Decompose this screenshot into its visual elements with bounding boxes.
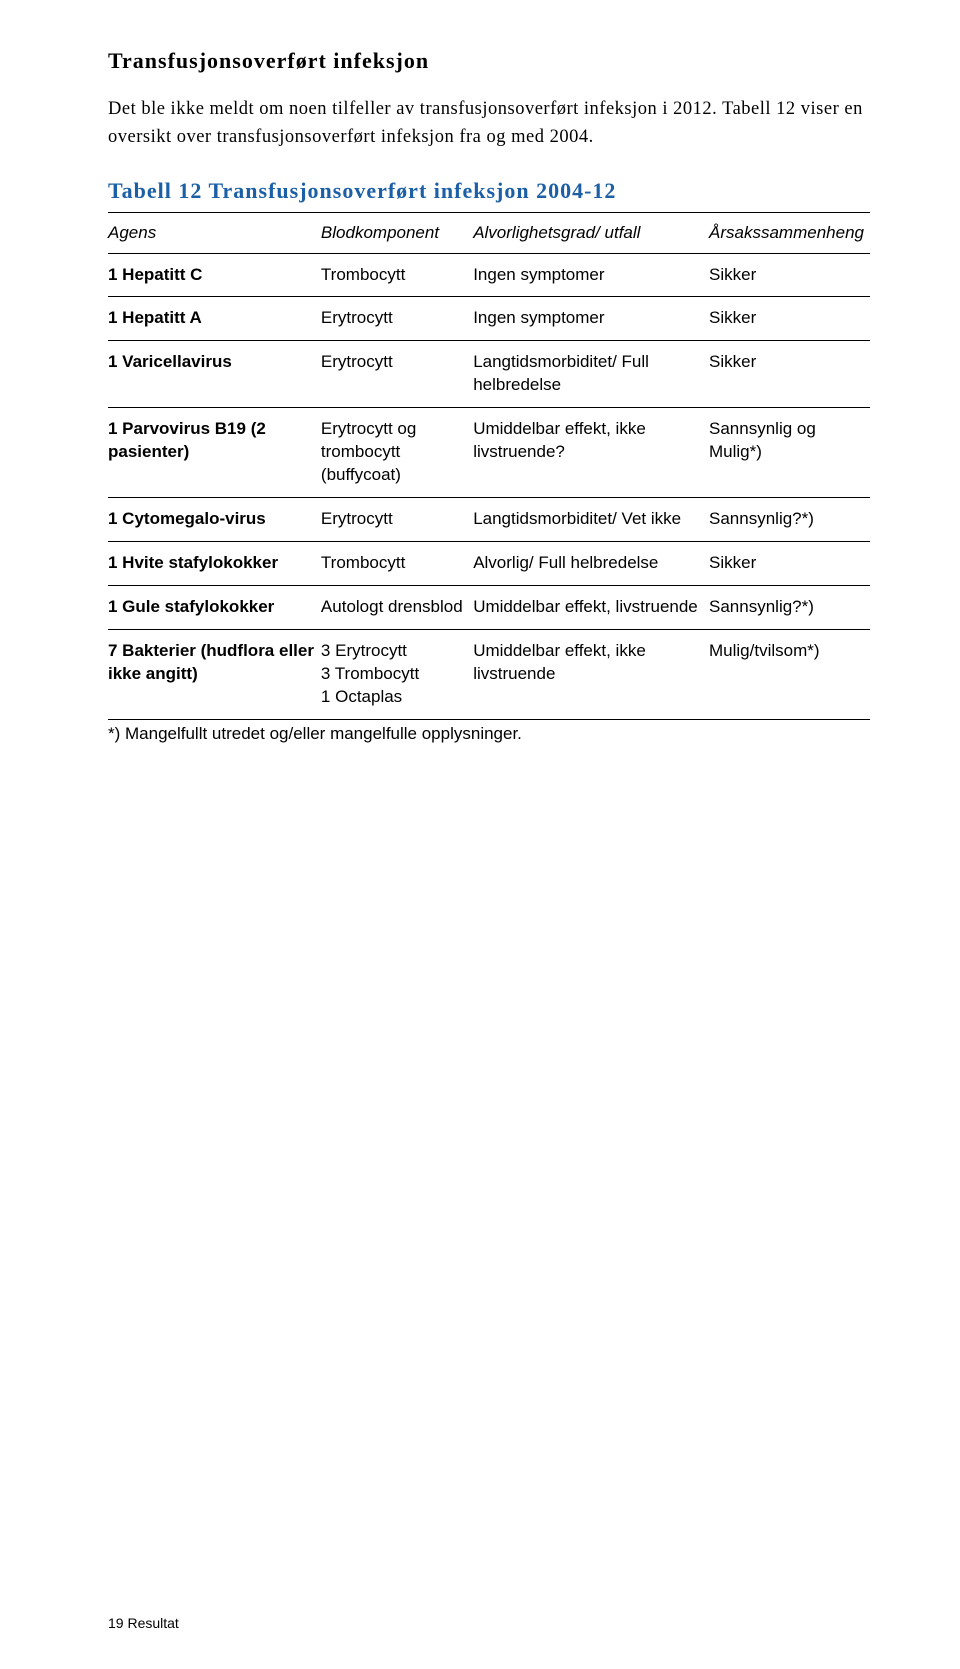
cell-blod: Erytrocytt — [321, 498, 473, 542]
section-heading: Transfusjonsoverført infeksjon — [108, 48, 870, 74]
table-row: 1 Gule stafylokokker Autologt drensblod … — [108, 585, 870, 629]
cell-arsak: Sannsynlig?*) — [709, 498, 870, 542]
cell-blod: Autologt drensblod — [321, 585, 473, 629]
cell-agens: 1 Varicellavirus — [108, 341, 321, 408]
cell-utfall: Ingen symptomer — [473, 253, 709, 297]
cell-agens: 1 Hvite stafylokokker — [108, 542, 321, 586]
cell-arsak: Sikker — [709, 297, 870, 341]
cell-blod: Erytrocytt — [321, 297, 473, 341]
col-arsak: Årsakssammenheng — [709, 212, 870, 253]
cell-arsak: Mulig/tvilsom*) — [709, 629, 870, 719]
cell-blod: Trombocytt — [321, 542, 473, 586]
col-blod: Blodkomponent — [321, 212, 473, 253]
cell-agens: 1 Hepatitt A — [108, 297, 321, 341]
table-footnote: *) Mangelfullt utredet og/eller mangelfu… — [108, 724, 870, 744]
cell-agens: 7 Bakterier (hudflora eller ikke angitt) — [108, 629, 321, 719]
cell-agens: 1 Hepatitt C — [108, 253, 321, 297]
cell-blod: Erytrocytt — [321, 341, 473, 408]
table-caption: Tabell 12 Transfusjonsoverført infeksjon… — [108, 178, 870, 204]
table-row: 1 Hepatitt A Erytrocytt Ingen symptomer … — [108, 297, 870, 341]
col-utfall: Alvorlighetsgrad/ utfall — [473, 212, 709, 253]
cell-blod: Trombocytt — [321, 253, 473, 297]
cell-arsak: Sannsynlig og Mulig*) — [709, 408, 870, 498]
cell-blod: Erytrocytt og trombocytt (buffycoat) — [321, 408, 473, 498]
cell-arsak: Sikker — [709, 542, 870, 586]
table-row: 1 Hepatitt C Trombocytt Ingen symptomer … — [108, 253, 870, 297]
cell-arsak: Sikker — [709, 341, 870, 408]
page-container: Transfusjonsoverført infeksjon Det ble i… — [0, 0, 960, 1669]
cell-arsak: Sannsynlig?*) — [709, 585, 870, 629]
page-footer: 19 Resultat — [108, 1615, 179, 1631]
cell-utfall: Ingen symptomer — [473, 297, 709, 341]
table-row: 1 Varicellavirus Erytrocytt Langtidsmorb… — [108, 341, 870, 408]
cell-agens: 1 Gule stafylokokker — [108, 585, 321, 629]
cell-utfall: Umiddelbar effekt, ikke livstruende — [473, 629, 709, 719]
table-row: 1 Hvite stafylokokker Trombocytt Alvorli… — [108, 542, 870, 586]
cell-agens: 1 Cytomegalo-virus — [108, 498, 321, 542]
cell-arsak: Sikker — [709, 253, 870, 297]
intro-paragraph: Det ble ikke meldt om noen tilfeller av … — [108, 96, 870, 152]
table-row: 1 Cytomegalo-virus Erytrocytt Langtidsmo… — [108, 498, 870, 542]
infection-table: Agens Blodkomponent Alvorlighetsgrad/ ut… — [108, 212, 870, 720]
cell-blod: 3 Erytrocytt 3 Trombocytt 1 Octaplas — [321, 629, 473, 719]
table-row: 1 Parvovirus B19 (2 pasienter) Erytrocyt… — [108, 408, 870, 498]
table-row: 7 Bakterier (hudflora eller ikke angitt)… — [108, 629, 870, 719]
col-agens: Agens — [108, 212, 321, 253]
cell-utfall: Langtidsmorbiditet/ Vet ikke — [473, 498, 709, 542]
cell-agens: 1 Parvovirus B19 (2 pasienter) — [108, 408, 321, 498]
table-header-row: Agens Blodkomponent Alvorlighetsgrad/ ut… — [108, 212, 870, 253]
cell-utfall: Alvorlig/ Full helbredelse — [473, 542, 709, 586]
cell-utfall: Umiddelbar effekt, livstruende — [473, 585, 709, 629]
cell-utfall: Umiddelbar effekt, ikke livstruende? — [473, 408, 709, 498]
cell-utfall: Langtidsmorbiditet/ Full helbredelse — [473, 341, 709, 408]
